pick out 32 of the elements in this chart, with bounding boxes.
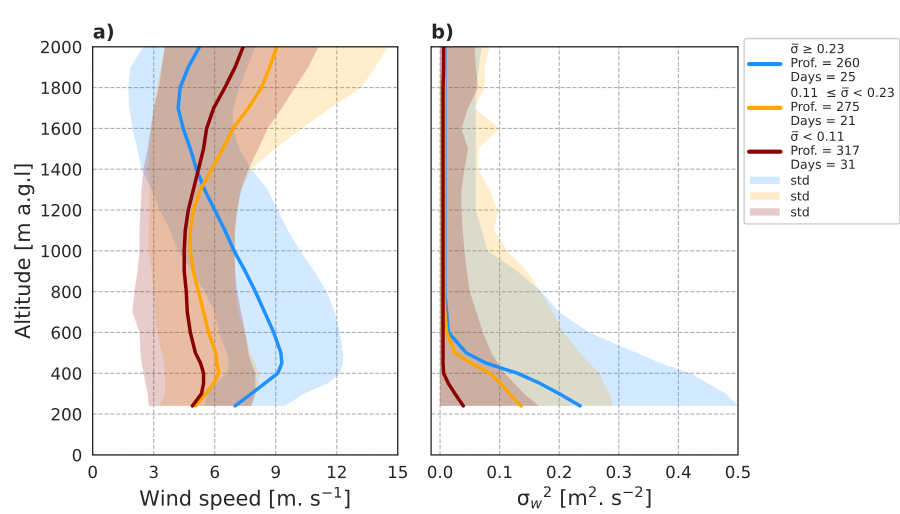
x-axis-title: σ$_{w}$$^{2}$ [m$^{2}$. s$^{−2}$] [518,486,650,508]
x-tick-label: 0.1 [487,466,512,478]
chart-title: b) [432,24,452,42]
y-tick-label: 1200 [42,204,82,217]
x-tick-label: 6 [210,466,219,478]
x-tick-label: 0.4 [666,466,691,478]
y-tick-label: 1600 [42,122,82,135]
x-tick-label: 3 [150,466,158,478]
text: std [791,190,809,201]
y-tick-label: 2000 [41,40,82,54]
y-axis-title: Altitude [m a.g.l] [14,164,34,339]
y-tick-label: 1800 [42,82,82,94]
x-tick-label: 15 [389,466,407,478]
x-tick-label: 0.5 [726,466,750,478]
x-axis-title: Wind speed [m. s$^{−1}$] [140,486,350,510]
text: std [791,175,809,185]
text: std [791,206,809,217]
x-tick-label: 0 [88,466,97,478]
x-tick-label: 9 [272,466,280,478]
legend-label: σ̅ ≥ 0.23 Prof. = 260 Days = 25 [791,44,860,84]
y-tick-label: 0 [72,448,82,462]
chart-title: a) [94,24,114,42]
y-tick-label: 1400 [42,163,82,176]
x-tick-label: 0.3 [606,466,631,478]
y-tick-label: 600 [52,326,82,340]
x-tick-label: 0.0 [428,466,452,478]
y-tick-label: 1000 [42,244,82,258]
y-tick-label: 200 [52,408,82,421]
x-tick-label: 12 [328,466,346,478]
y-tick-label: 400 [51,367,82,380]
x-tick-label: 0.2 [547,466,571,478]
y-tick-label: 800 [52,286,82,298]
